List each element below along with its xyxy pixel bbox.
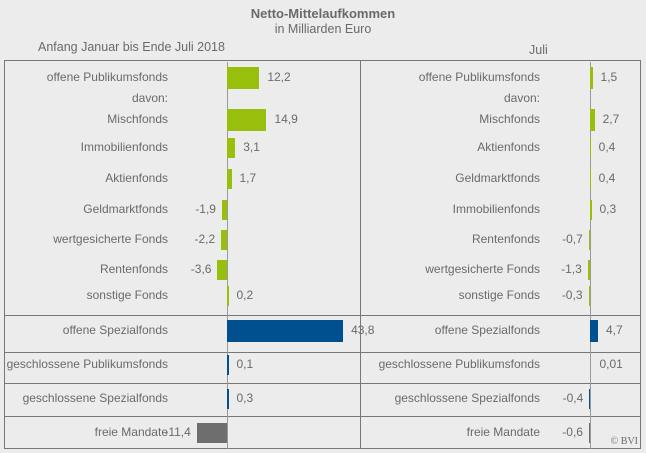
- category-label: Mischfonds: [107, 112, 168, 126]
- category-label: geschlossene Spezialfonds: [22, 391, 168, 405]
- category-label: Aktienfonds: [477, 140, 540, 154]
- bar: [227, 67, 260, 89]
- copyright: © BVI: [610, 436, 638, 447]
- value-label: -3,6: [190, 262, 212, 276]
- value-label: -0,7: [562, 232, 583, 246]
- value-label: 0,2: [236, 288, 254, 302]
- chart-frame: [4, 60, 641, 449]
- bar: [227, 355, 229, 375]
- bar: [587, 260, 590, 280]
- bar: [227, 169, 232, 189]
- category-label: freie Mandate: [466, 425, 540, 439]
- left-zero-axis: [227, 62, 228, 449]
- value-label: 0,1: [236, 357, 254, 371]
- bar: [590, 109, 595, 131]
- category-label: sonstige Fonds: [458, 288, 540, 302]
- section-divider: [4, 416, 641, 417]
- category-label: Immobilienfonds: [80, 140, 168, 154]
- category-label: Aktienfonds: [105, 171, 168, 185]
- section-divider: [4, 352, 641, 353]
- bar: [217, 260, 227, 280]
- bar: [590, 67, 593, 89]
- panel-divider: [360, 60, 361, 449]
- bar: [221, 230, 227, 250]
- value-label: -1,3: [561, 262, 582, 276]
- bar: [227, 389, 229, 409]
- bar: [588, 423, 590, 443]
- category-label: geschlossene Spezialfonds: [394, 391, 540, 405]
- value-label: 0,01: [599, 357, 623, 371]
- value-label: -0,3: [561, 288, 583, 302]
- value-label: 0,4: [598, 171, 616, 185]
- value-label: 0,4: [598, 140, 616, 154]
- bar: [227, 286, 229, 306]
- category-label: Rentenfonds: [99, 262, 168, 276]
- value-label: 0,3: [599, 202, 617, 216]
- category-label: wertgesicherte Fonds: [425, 262, 540, 276]
- category-label: geschlossene Publikumsfonds: [6, 357, 168, 371]
- category-label: offene Spezialfonds: [434, 323, 540, 337]
- category-label: wertgesicherte Fonds: [53, 232, 168, 246]
- category-label: sonstige Fonds: [86, 288, 168, 302]
- bar: [221, 200, 227, 220]
- bar: [196, 423, 227, 443]
- bar: [590, 138, 591, 158]
- bar: [227, 320, 344, 342]
- category-label: Mischfonds: [479, 112, 540, 126]
- right-zero-axis: [590, 62, 591, 449]
- value-label: 43,8: [351, 323, 375, 337]
- value-label: -11,4: [164, 425, 191, 439]
- value-label: 2,7: [602, 112, 620, 126]
- value-label: 0,3: [236, 391, 254, 405]
- bar: [588, 286, 590, 306]
- category-label: davon:: [131, 91, 168, 105]
- value-label: -1,9: [195, 202, 216, 216]
- right-panel-heading: Juli: [529, 43, 548, 57]
- left-panel-heading: Anfang Januar bis Ende Juli 2018: [38, 40, 225, 54]
- bar: [590, 169, 591, 189]
- category-label: geschlossene Publikumsfonds: [378, 357, 540, 371]
- bar: [588, 230, 590, 250]
- category-label: Rentenfonds: [471, 232, 540, 246]
- category-label: Geldmarktfonds: [83, 202, 168, 216]
- category-label: freie Mandate: [94, 425, 168, 439]
- category-label: offene Publikumsfonds: [418, 70, 540, 84]
- value-label: -0,4: [562, 391, 584, 405]
- value-label: 3,1: [243, 140, 260, 154]
- section-divider: [4, 383, 641, 384]
- value-label: 1,7: [239, 171, 257, 185]
- value-label: 4,7: [605, 323, 623, 337]
- bar: [590, 200, 592, 220]
- bar: [590, 320, 598, 342]
- category-label: offene Publikumsfonds: [46, 70, 168, 84]
- value-label: -0,6: [562, 425, 583, 439]
- section-divider: [4, 315, 641, 316]
- value-label: -2,2: [194, 232, 216, 246]
- category-label: davon:: [503, 91, 540, 105]
- bar: [227, 138, 236, 158]
- category-label: Immobilienfonds: [452, 202, 540, 216]
- category-label: offene Spezialfonds: [62, 323, 168, 337]
- bar: [227, 109, 267, 131]
- value-label: 1,5: [600, 70, 618, 84]
- chart-subtitle: in Milliarden Euro: [274, 22, 372, 36]
- value-label: 14,9: [274, 112, 298, 126]
- value-label: 12,2: [267, 70, 291, 84]
- category-label: Geldmarktfonds: [455, 171, 540, 185]
- bar: [589, 389, 590, 409]
- chart-title: Netto-Mittelaufkommen: [250, 6, 396, 21]
